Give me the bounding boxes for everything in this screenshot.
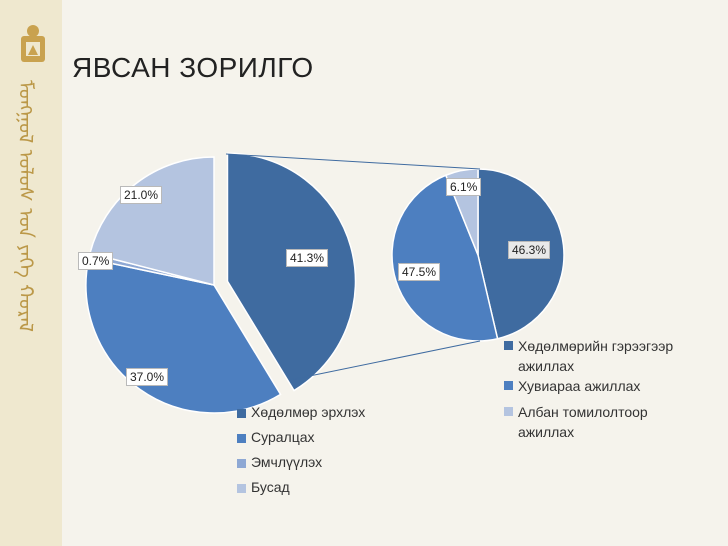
legend-label: Бусад <box>251 479 290 495</box>
legend-swatch <box>237 409 246 418</box>
main-pie-slice-0 <box>226 152 357 392</box>
data-label-geree: 46.3% <box>508 241 551 259</box>
legend-sub: Хөдөлмөрийн гэрээгээр ажиллах Хувиараа а… <box>504 336 674 448</box>
data-label-huviaraa: 47.5% <box>398 263 441 281</box>
legend-label: Албан томилолтоор ажиллах <box>518 404 648 440</box>
main-pie <box>85 152 357 414</box>
legend-item: Хувиараа ажиллах <box>504 376 674 396</box>
main-pie-slice-3 <box>89 156 215 286</box>
data-label-emchluuleh: 0.7% <box>78 252 114 270</box>
legend-label: Хувиараа ажиллах <box>518 378 641 394</box>
legend-item: Албан томилолтоор ажиллах <box>504 402 674 442</box>
legend-item: Хөдөлмөр эрхлэх <box>237 404 365 420</box>
legend-swatch <box>237 484 246 493</box>
legend-item: Суралцах <box>237 429 365 445</box>
legend-label: Суралцах <box>251 429 315 445</box>
legend-swatch <box>504 381 513 390</box>
legend-label: Хөдөлмөр эрхлэх <box>251 404 366 420</box>
sub-pie-slice-1 <box>391 174 499 342</box>
legend-swatch <box>504 407 513 416</box>
slide-title: ЯВСАН ЗОРИЛГО <box>72 52 314 83</box>
legend-item: Хөдөлмөрийн гэрээгээр ажиллах <box>504 336 674 376</box>
data-label-hudulmur: 41.3% <box>286 249 329 267</box>
connector-line-bottom <box>289 340 481 381</box>
legend-main: Хөдөлмөр эрхлэх Суралцах Эмчлүүлэх Бусад <box>237 404 365 504</box>
legend-swatch <box>504 341 513 350</box>
decorative-sidebar: ᠮᠣᠩᠭᠣᠯ ᠤᠯᠤᠰ ᠤᠨ ᠶᠡᠬᠡ ᠬᠤᠷᠠᠯ <box>0 0 62 546</box>
legend-swatch <box>237 434 246 443</box>
legend-swatch <box>237 459 246 468</box>
data-label-busad: 21.0% <box>120 186 163 204</box>
legend-item: Эмчлүүлэх <box>237 454 365 470</box>
legend-label: Хөдөлмөрийн гэрээгээр ажиллах <box>518 338 674 374</box>
connector-line-top <box>225 153 481 170</box>
legend-item: Бусад <box>237 479 365 495</box>
data-label-suraltsah: 37.0% <box>126 368 169 386</box>
data-label-albaan: 6.1% <box>446 178 482 196</box>
legend-label: Эмчлүүлэх <box>251 454 323 470</box>
mongolian-script-text: ᠮᠣᠩᠭᠣᠯ ᠤᠯᠤᠰ ᠤᠨ ᠶᠡᠬᠡ ᠬᠤᠷᠠᠯ <box>14 80 38 333</box>
emblem-icon <box>21 25 45 62</box>
